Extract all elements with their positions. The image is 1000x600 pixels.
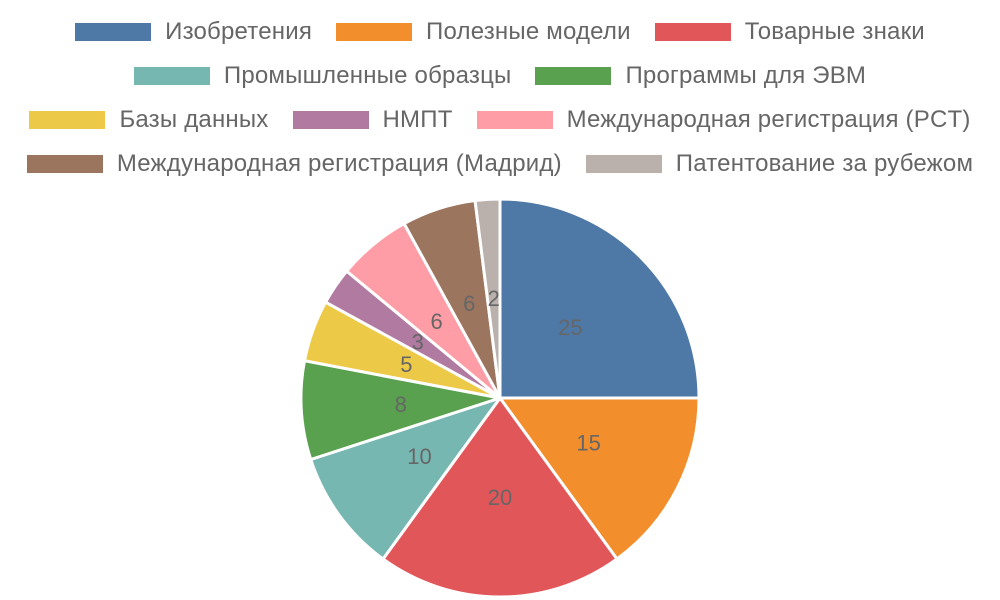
legend-swatch: [29, 111, 106, 129]
legend-label: Патентование за рубежом: [675, 150, 974, 177]
legend-swatch: [585, 155, 662, 173]
legend-swatch: [654, 23, 731, 41]
pie-data-label: 3: [412, 330, 424, 355]
legend-swatch: [26, 155, 103, 173]
pie-slice[interactable]: [498, 396, 701, 561]
pie-data-label: 8: [395, 392, 407, 417]
legend-item-computer-programs[interactable]: Программы для ЭВМ: [535, 62, 866, 90]
pie-data-label: 20: [488, 485, 512, 510]
legend-label: НМПТ: [382, 106, 453, 133]
pie-slices: [299, 197, 701, 599]
legend-swatch: [535, 67, 612, 85]
legend-swatch: [336, 23, 413, 41]
legend-item-foreign-patenting[interactable]: Патентование за рубежом: [585, 150, 974, 178]
pie-data-label: 2: [488, 286, 500, 311]
pie-slice[interactable]: [309, 396, 502, 561]
legend-item-international-madrid[interactable]: Международная регистрация (Мадрид): [26, 150, 562, 178]
legend-label: Базы данных: [119, 106, 269, 133]
legend-row: Изобретения Полезные модели Товарные зна…: [0, 16, 1000, 48]
legend-item-international-pct[interactable]: Международная регистрация (PCT): [476, 106, 971, 134]
legend-label: Изобретения: [165, 18, 313, 45]
legend-label: Международная регистрация (PCT): [566, 106, 971, 133]
pie-data-label: 15: [576, 431, 600, 456]
legend-item-utility-models[interactable]: Полезные модели: [336, 18, 631, 46]
pie-slice[interactable]: [473, 197, 502, 400]
legend-item-inventions[interactable]: Изобретения: [75, 18, 312, 46]
pie-data-label: 6: [430, 309, 442, 334]
legend-label: Международная регистрация (Мадрид): [116, 150, 562, 177]
legend-swatch: [133, 67, 210, 85]
legend-row: Базы данных НМПТ Международная регистрац…: [0, 104, 1000, 136]
legend-row: Международная регистрация (Мадрид) Патен…: [0, 148, 1000, 180]
pie-slice[interactable]: [381, 396, 619, 599]
legend-label: Товарные знаки: [744, 18, 925, 45]
legend-item-nmpt[interactable]: НМПТ: [292, 106, 453, 134]
legend-item-databases[interactable]: Базы данных: [29, 106, 268, 134]
legend-item-trademarks[interactable]: Товарные знаки: [654, 18, 925, 46]
pie-data-label: 6: [463, 291, 475, 316]
chart-legend: Изобретения Полезные модели Товарные зна…: [0, 0, 1000, 190]
pie-slice[interactable]: [299, 359, 502, 461]
legend-row: Промышленные образцы Программы для ЭВМ: [0, 60, 1000, 92]
legend-item-industrial-designs[interactable]: Промышленные образцы: [133, 62, 512, 90]
legend-label: Программы для ЭВМ: [625, 62, 867, 89]
legend-swatch: [292, 111, 369, 129]
legend-label: Промышленные образцы: [223, 62, 512, 89]
pie-data-label: 5: [400, 352, 412, 377]
legend-label: Полезные модели: [426, 18, 631, 45]
pie-slice[interactable]: [498, 197, 701, 400]
legend-swatch: [75, 23, 152, 41]
pie-data-label: 10: [407, 444, 431, 469]
legend-swatch: [476, 111, 553, 129]
pie-data-label: 25: [558, 315, 582, 340]
